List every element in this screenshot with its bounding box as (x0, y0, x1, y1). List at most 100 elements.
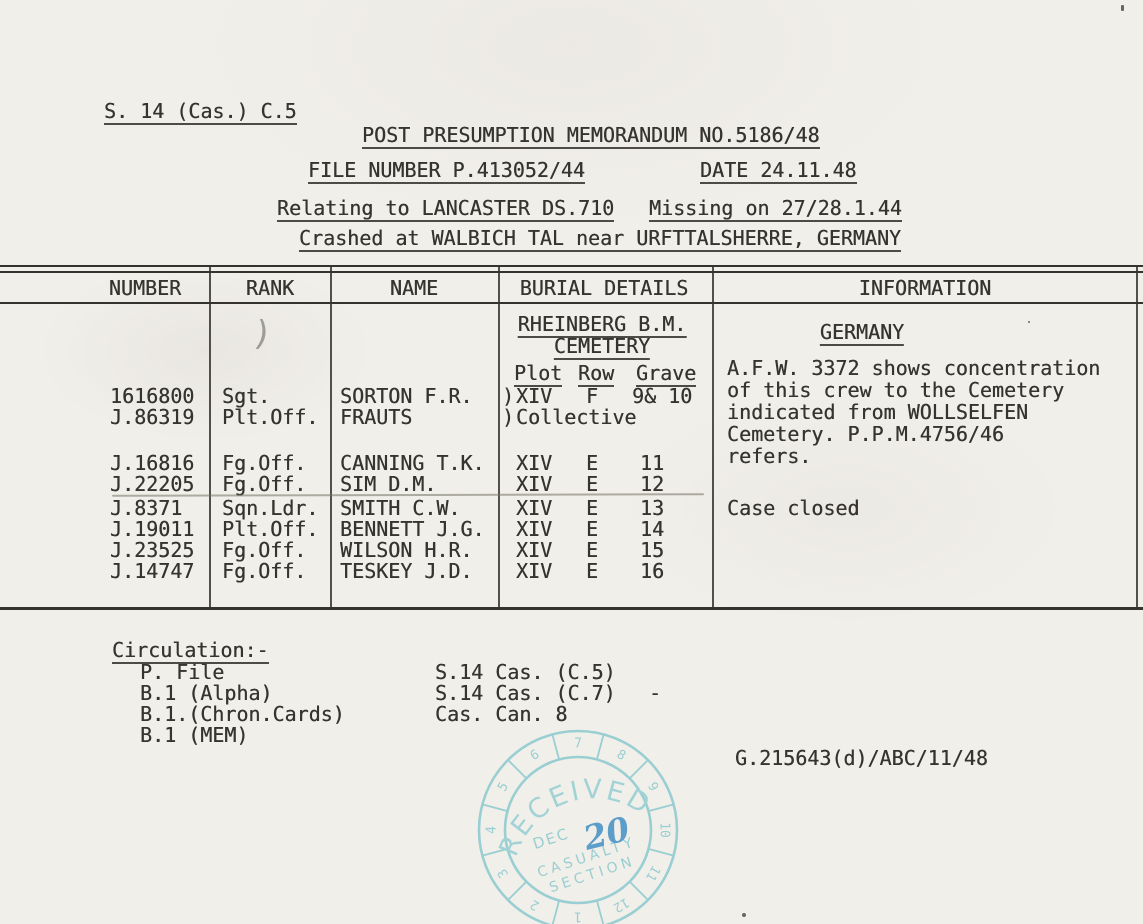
cell-name: CANNING T.K. (340, 451, 485, 475)
col-header-information: INFORMATION (858, 276, 992, 300)
table-vrule-2 (330, 265, 332, 610)
circulation-item: B.1.(Chron.Cards) (140, 702, 345, 726)
table-bottom-rule (0, 607, 1143, 610)
stamp-dial-tick (628, 880, 649, 901)
cell-row: E (586, 517, 599, 541)
cell-number: J.16816 (110, 451, 195, 475)
stamp-dial-number: 12 (610, 894, 631, 915)
grave-header: Grave (636, 361, 697, 387)
stamp-dial-number: 7 (574, 737, 582, 752)
table-row: J.86319 Plt.Off. FRAUTS ) Collective (0, 406, 1143, 428)
table-top-rule-1 (0, 265, 1143, 267)
cell-rank: Sgt. (222, 384, 271, 408)
stamp-dial-tick (628, 759, 649, 780)
col-header-name: NAME (389, 276, 439, 300)
info-status: Case closed (727, 496, 860, 520)
stamp-dial-number: 11 (642, 862, 663, 883)
cell-number: J.86319 (110, 405, 195, 429)
table-row: J.19011 Plt.Off. BENNETT J.G. XIV E 14 (0, 518, 1143, 540)
table-vrule-3 (498, 265, 500, 610)
cell-name: BENNETT J.G. (340, 517, 485, 541)
cell-row: F (586, 384, 599, 408)
circulation-heading: Circulation:- (112, 638, 269, 664)
stamp-dial-number: 10 (657, 822, 672, 838)
plot-header: Plot (514, 361, 563, 387)
cell-number: 1616800 (110, 384, 195, 408)
cemetery-name-line2: CEMETERY (553, 334, 651, 360)
stamp-dial-number: 2 (528, 896, 542, 913)
memo-title: POST PRESUMPTION MEMORANDUM NO.5186/48 (362, 123, 820, 149)
table-vrule-4 (712, 265, 714, 610)
circulation-dash: - (649, 681, 662, 705)
circulation-item: P. File (140, 660, 225, 684)
cell-grave: 11 (640, 451, 665, 475)
info-country: GERMANY (819, 320, 905, 346)
memo-date: DATE 24.11.48 (700, 158, 857, 184)
stamp-dial-tick (596, 900, 605, 924)
cell-brace: ) (502, 384, 515, 408)
stamp-dial-tick (482, 803, 508, 812)
cell-number: J.23525 (110, 538, 195, 562)
stamp-dial-number: 6 (528, 747, 542, 764)
cell-rank: Plt.Off. (222, 405, 319, 429)
cell-rank: Fg.Off. (222, 472, 307, 496)
cell-plot: XIV (516, 538, 553, 562)
cell-row: E (586, 472, 599, 496)
table-top-rule-2 (0, 271, 1143, 273)
cell-plot: XIV (516, 451, 553, 475)
cell-grave: 9& 10 (632, 384, 693, 408)
stamp-dial-tick (596, 734, 605, 760)
cell-plot: Collective (516, 405, 637, 429)
cell-plot: XIV (516, 517, 553, 541)
cell-plot: XIV (516, 472, 553, 496)
cell-grave: 15 (640, 538, 665, 562)
stamp-dial-tick (507, 759, 528, 780)
cell-number: J.19011 (110, 517, 195, 541)
relating-line: Relating to LANCASTER DS.710 (277, 196, 615, 222)
cell-name: WILSON H.R. (340, 538, 473, 562)
cell-plot: XIV (516, 559, 553, 583)
circulation-item: S.14 Cas. (C.7) (435, 681, 616, 705)
col-header-rank: RANK (245, 276, 295, 300)
cell-grave: 13 (640, 496, 665, 520)
circulation-item: Cas. Can. 8 (435, 702, 568, 726)
file-number: FILE NUMBER P.413052/44 (308, 158, 585, 184)
cell-name: SMITH C.W. (340, 496, 461, 520)
col-header-number: NUMBER (108, 276, 182, 300)
table-header-rule (0, 302, 1143, 304)
cell-name: FRAUTS (340, 405, 413, 429)
stamp-dial-tick (482, 848, 508, 857)
col-header-burial: BURIAL DETAILS (519, 276, 689, 300)
cemetery-name-line1: RHEINBERG B.M. (517, 312, 687, 338)
cell-grave: 14 (640, 517, 665, 541)
table-vrule-5 (1136, 265, 1138, 610)
stamp-dial-tick (551, 900, 560, 924)
circulation-item: B.1 (MEM) (140, 723, 249, 747)
stray-pencil-mark: ) (249, 312, 276, 356)
stamp-dial-tick (648, 803, 674, 812)
cell-rank: Fg.Off. (222, 451, 307, 475)
stamp-dial-number: 4 (485, 826, 500, 834)
cell-number: J.8371 (110, 496, 183, 520)
row-header: Row (578, 361, 615, 387)
cell-number: J.22205 (110, 472, 195, 496)
cell-rank: Plt.Off. (222, 517, 319, 541)
table-row: 1616800 Sgt. SORTON F.R. ) XIV F 9& 10 (0, 385, 1143, 407)
file-ref: S. 14 (Cas.) C.5 (104, 99, 297, 125)
stamp-dial-number: 1 (574, 909, 582, 924)
cell-name: SIM D.M. (340, 472, 437, 496)
circulation-item: B.1 (Alpha) (140, 681, 273, 705)
table-row: J.16816 Fg.Off. CANNING T.K. XIV E 11 (0, 452, 1143, 474)
stamp-outer-ring (477, 729, 679, 924)
cell-row: E (586, 451, 599, 475)
cell-row: E (586, 538, 599, 562)
stamp-dial-number: 5 (495, 780, 512, 794)
info-paragraph: A.F.W. 3372 shows concentration of this … (727, 356, 1101, 468)
cell-plot: XIV (516, 384, 553, 408)
table-row: J.22205 Fg.Off. SIM D.M. XIV E 12 (0, 473, 1143, 495)
table-row: J.14747 Fg.Off. TESKEY J.D. XIV E 16 (0, 560, 1143, 582)
reference-number: G.215643(d)/ABC/11/48 (735, 746, 988, 770)
cell-row: E (586, 496, 599, 520)
missing-line: Missing on 27/28.1.44 (649, 196, 902, 222)
